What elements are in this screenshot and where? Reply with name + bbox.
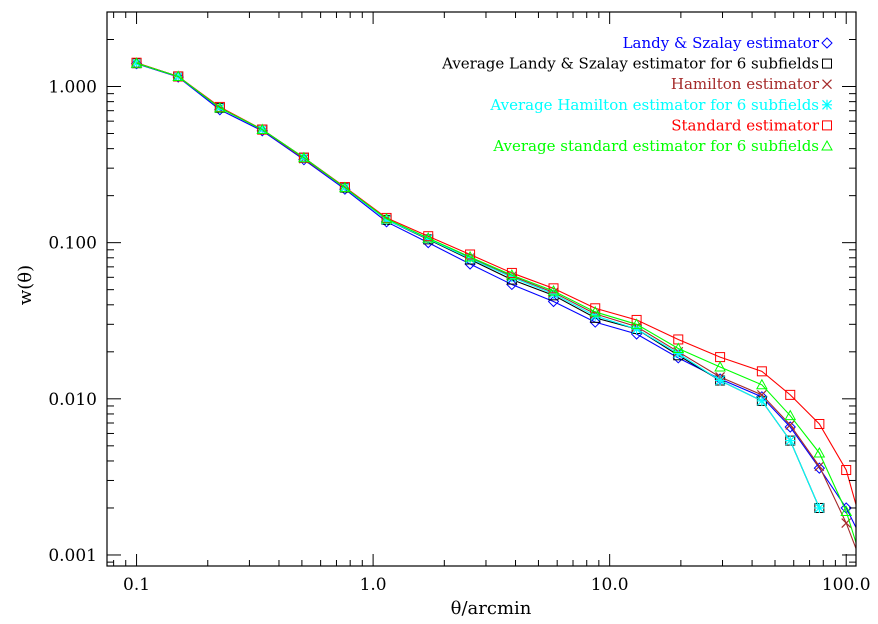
data-point: [814, 461, 825, 472]
data-point: [715, 375, 726, 386]
x-axis-title: θ/arcmin: [451, 598, 532, 619]
chart-marks: [130, 57, 857, 549]
legend-entry-label: Average standard estimator for 6 subfiel…: [492, 137, 819, 155]
legend-entry-marker: [821, 37, 833, 49]
data-point: [785, 435, 796, 446]
data-point: [785, 420, 796, 430]
data-point: [673, 348, 684, 359]
data-point: [813, 462, 826, 474]
data-point: [423, 233, 434, 244]
y-tick-label: 1.000: [48, 78, 97, 98]
legend-entry-label: Hamilton estimator: [671, 75, 820, 93]
data-point: [172, 70, 185, 81]
x-tick-label: 0.1: [123, 575, 150, 595]
data-point: [784, 421, 796, 433]
y-tick-label: 0.100: [48, 234, 97, 254]
plot-frame: [106, 11, 857, 567]
x-tick-label: 10.0: [591, 575, 629, 595]
data-point: [672, 342, 685, 354]
data-point: [298, 151, 310, 163]
data-point: [214, 101, 226, 113]
data-point: [256, 123, 269, 135]
axis-ticks: 0.1 1.0 10.0 100.0 1.000 0.100 0.010 0.001: [48, 12, 871, 595]
data-point: [548, 283, 559, 294]
data-point: [841, 465, 852, 476]
data-point: [589, 305, 602, 317]
data-point: [756, 366, 767, 377]
data-point: [840, 505, 853, 516]
legend-entry-marker: [822, 79, 832, 90]
legend-entry-marker: [822, 58, 832, 69]
data-point: [590, 303, 601, 314]
data-point: [756, 395, 767, 406]
data-point: [785, 389, 796, 400]
y-axis-title: w(θ): [15, 265, 36, 305]
data-point: [548, 288, 559, 299]
legend-entry-marker: [822, 99, 832, 110]
data-point: [547, 285, 560, 296]
y-tick-label: 0.010: [48, 390, 97, 410]
legend-entry-label: Average Hamilton estimator for 6 subfiel…: [489, 96, 819, 114]
data-point: [422, 232, 435, 243]
x-tick-label: 100.0: [822, 575, 871, 595]
data-point: [339, 181, 351, 193]
series-line: [136, 62, 857, 549]
legend-entry-label: Landy & Szalay estimator: [623, 34, 820, 52]
data-point: [506, 278, 518, 291]
x-tick-label: 1.0: [360, 575, 387, 595]
data-point: [813, 446, 826, 458]
y-tick-label: 0.001: [48, 546, 97, 566]
data-point: [380, 212, 393, 224]
legend-entry-label: Standard estimator: [671, 116, 820, 134]
data-point: [814, 502, 825, 513]
data-point: [630, 318, 643, 329]
data-point: [381, 214, 392, 225]
data-point: [506, 269, 518, 280]
series-6: [130, 57, 857, 543]
data-point: [814, 418, 825, 429]
series-line: [136, 62, 857, 543]
data-point: [464, 250, 476, 262]
data-point: [714, 360, 726, 372]
legend-entry-marker: [821, 139, 833, 151]
data-point: [589, 316, 601, 328]
data-point: [631, 323, 642, 334]
data-point: [130, 57, 143, 70]
data-point: [756, 378, 768, 390]
data-point: [130, 57, 143, 68]
legend-entry-label: Average Landy & Szalay estimator for 6 s…: [441, 55, 819, 73]
legend: Landy & Szalay estimator Average Landy & …: [441, 34, 833, 155]
data-point: [784, 409, 797, 421]
legend-entry-marker: [822, 120, 832, 131]
series-line: [136, 63, 857, 528]
